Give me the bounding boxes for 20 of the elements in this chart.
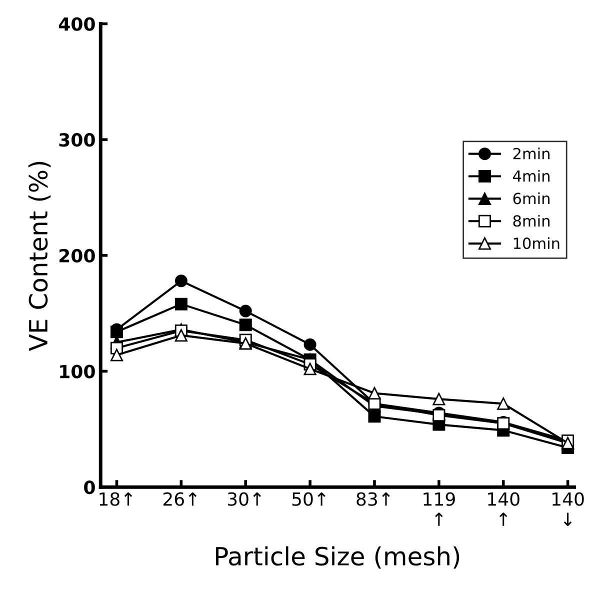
x-axis-title: Particle Size (mesh) [216,546,460,569]
y-tick-label: 0 [84,480,95,494]
y-axis-title: VE Content (%) [28,162,51,351]
x-tick-label: 119 ↑ [424,492,455,526]
x-tick-label: 140 ↓ [552,492,584,526]
x-tick-label: 50↑ [292,492,326,506]
x-tick-label: 30↑ [228,492,261,506]
y-tick-label: 300 [59,133,95,147]
x-tick-label: 140 ↑ [488,492,520,526]
legend-label: 2min [513,148,550,160]
y-tick-label: 200 [60,248,95,263]
legend-label: 6min [513,192,550,204]
x-tick-label: 26↑ [163,492,197,506]
y-tick-label: 100 [60,364,95,378]
legend-label: 4min [512,170,550,182]
x-tick-label: 18↑ [100,492,132,506]
legend-label: 8min [513,214,550,227]
legend-label: 10min [514,237,560,250]
y-tick-label: 400 [58,17,95,31]
x-tick-label: 83↑ [356,492,390,506]
